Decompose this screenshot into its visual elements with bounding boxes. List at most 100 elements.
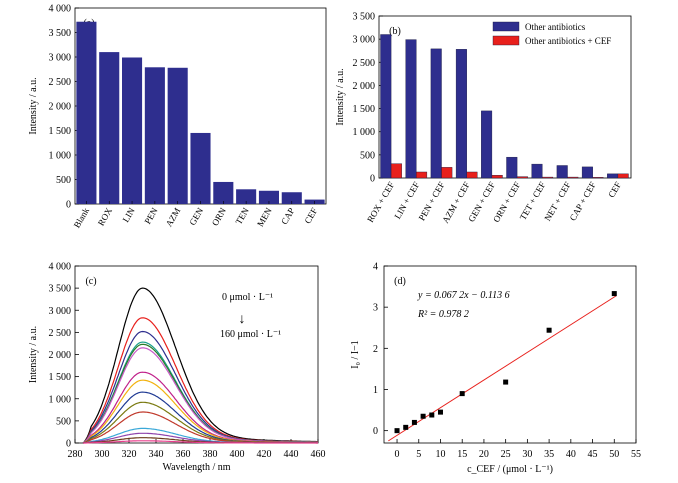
panel-d-x-axis-label: c_CEF / (μmol · L⁻¹) [467, 464, 553, 475]
panel-a-bar-ten [236, 189, 257, 204]
panel-c-y-axis-label: Intensity / a.u. [28, 326, 39, 383]
panel-b-bar-other-plus-cef-5 [516, 176, 528, 179]
panel-c-xtick-label: 300 [95, 449, 110, 460]
panel-a-bar-blank [76, 21, 97, 204]
panel-a-category-label: LIN [121, 206, 137, 224]
panel-a-bar-cap [281, 192, 302, 204]
panel-d-ytick-label: 0 [373, 426, 378, 437]
panel-b-legend-label: Other antibiotics [525, 22, 586, 32]
panel-a-category-label: GEN [187, 206, 205, 227]
panel-a-ytick-label: 4 000 [49, 4, 72, 15]
panel-d-xtick-label: 50 [609, 449, 619, 460]
panel-b-ytick-label: 1 000 [353, 127, 376, 138]
panel-a-bar-gen [190, 132, 211, 204]
panel-d-frame [383, 265, 637, 444]
panel-d-xtick-label: 15 [457, 449, 467, 460]
panel-b-category-label: ROX + CEF [365, 180, 396, 224]
panel-c-xtick-label: 440 [284, 449, 299, 460]
panel-d-xtick-label: 25 [501, 449, 511, 460]
panel-b-bar-other-0 [380, 34, 392, 179]
panel-b-bar-other-7 [556, 165, 568, 179]
panel-a-y-axis-label: Intensity / a.u. [28, 77, 39, 134]
panel-a-category-label: MEN [255, 206, 274, 229]
panel-b-legend-swatch [492, 21, 520, 32]
panel-d-equation: y = 0.067 2x − 0.113 6 [417, 290, 510, 301]
panel-b-ytick-label: 1 500 [353, 104, 376, 115]
panel-c-ytick-label: 1 500 [49, 372, 72, 383]
panel-b-bar-other-4 [481, 110, 493, 179]
panel-d-xtick-label: 45 [588, 449, 598, 460]
panel-b-bar-other-plus-cef-2 [441, 167, 453, 179]
panel-a-bar-rox [99, 52, 120, 204]
panel-d-data-point [394, 428, 400, 434]
panel-d-data-point [437, 409, 443, 415]
panel-d-data-point [403, 424, 409, 430]
panel-b-ytick-label: 3 500 [353, 12, 376, 23]
panel-a-category-label: CEF [302, 206, 319, 225]
panel-a-ytick-label: 2 500 [49, 77, 72, 88]
panel-b-category-label: CEF [606, 180, 623, 199]
panel-c-xtick-label: 420 [257, 449, 272, 460]
panel-a-bar-lin [122, 57, 143, 204]
panel-c-spectrum-14 [83, 440, 318, 444]
panel-d-data-point [611, 291, 617, 297]
panel-b-bar-other-8 [581, 166, 593, 179]
panel-a-bar-orn [213, 181, 234, 204]
panel-c-annotation-end: 160 μmol · L⁻¹ [220, 329, 281, 340]
panel-d-data-point [503, 379, 509, 385]
panel-c-xtick-label: 320 [122, 449, 137, 460]
panel-b-bar-other-plus-cef-9 [617, 173, 629, 179]
panel-c-ytick-label: 1 000 [49, 394, 72, 405]
panel-b-bar-other-plus-cef-1 [416, 171, 428, 179]
panel-d-data-point [411, 419, 417, 425]
panel-d-xtick-label: 30 [522, 449, 532, 460]
panel-a-ytick-label: 1 000 [49, 151, 72, 162]
panel-d-fit-line [388, 295, 617, 442]
panel-c-x-axis-label: Wavelength / nm [162, 462, 230, 473]
panel-b-ytick-label: 2 000 [353, 81, 376, 92]
panel-a-category-label: AZM [164, 206, 183, 228]
panel-b-bar-other-plus-cef-0 [390, 163, 402, 179]
panel-b-bar-other-plus-cef-8 [592, 177, 604, 179]
panel-b-frame [378, 15, 632, 179]
panel-c-xtick-label: 380 [203, 449, 218, 460]
panel-c-ytick-label: 3 500 [49, 284, 72, 295]
panel-c-ytick-label: 500 [56, 416, 71, 427]
panel-d-label: (d) [394, 276, 406, 287]
panel-a-ytick-label: 500 [56, 175, 71, 186]
panel-d-xtick-label: 40 [566, 449, 576, 460]
panel-d-ytick-label: 4 [373, 262, 378, 273]
panel-d-xtick-label: 35 [544, 449, 554, 460]
panel-b-ytick-label: 2 500 [353, 58, 376, 69]
panel-c-annotation-start: 0 μmol · L⁻¹ [222, 292, 273, 303]
panel-a-bar-pen [144, 67, 165, 204]
panel-a-ytick-label: 1 500 [49, 126, 72, 137]
panel-b-bar-other-plus-cef-7 [567, 176, 579, 179]
panel-c-xtick-label: 280 [68, 449, 83, 460]
panel-d-data-point [429, 412, 435, 418]
panel-d-ytick-label: 1 [373, 385, 378, 396]
panel-a-category-label: PEN [142, 206, 159, 226]
panel-a-ytick-label: 0 [66, 200, 71, 211]
panel-b-bar-other-plus-cef-4 [491, 175, 503, 179]
panel-a-category-label: CAP [279, 206, 296, 226]
panel-b-bar-other-3 [455, 49, 467, 179]
panel-b-ytick-label: 0 [370, 174, 375, 185]
panel-d-data-point [459, 391, 465, 397]
panel-d-xtick-label: 20 [479, 449, 489, 460]
panel-a-category-label: Blank [72, 206, 92, 230]
panel-a-ytick-label: 2 000 [49, 102, 72, 113]
panel-b-ytick-label: 3 000 [353, 35, 376, 46]
panel-a-category-label: ORN [210, 206, 228, 228]
panel-c-xtick-label: 460 [311, 449, 326, 460]
panel-c-xtick-label: 400 [230, 449, 245, 460]
panel-d-xtick-label: 0 [395, 449, 400, 460]
panel-b-legend-swatch [492, 35, 520, 46]
panel-a-bar-azm [167, 67, 188, 204]
panel-b-bar-other-1 [405, 39, 417, 179]
panel-b-bar-other-plus-cef-3 [466, 171, 478, 179]
panel-c-xtick-label: 340 [149, 449, 164, 460]
panel-b-label: (b) [389, 26, 401, 37]
panel-a-ytick-label: 3 500 [49, 28, 72, 39]
